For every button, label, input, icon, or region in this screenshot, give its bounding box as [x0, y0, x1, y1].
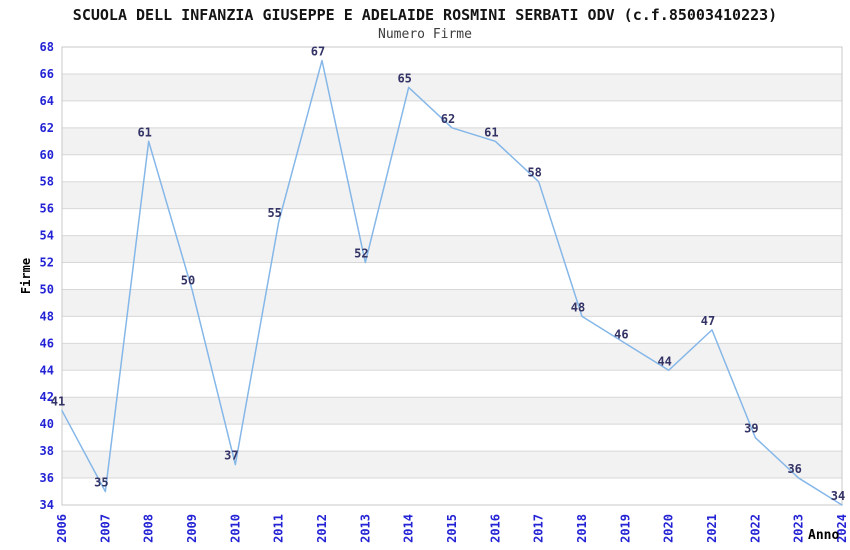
point-label: 46 — [614, 327, 628, 341]
x-tick-label: 2020 — [662, 514, 676, 543]
y-tick-label: 46 — [40, 336, 54, 350]
point-label: 35 — [94, 476, 108, 490]
y-tick-label: 64 — [40, 94, 54, 108]
point-label: 50 — [181, 273, 195, 287]
y-tick-label: 60 — [40, 148, 54, 162]
x-tick-label: 2021 — [705, 514, 719, 543]
y-tick-label: 44 — [40, 363, 54, 377]
y-tick-label: 52 — [40, 256, 54, 270]
x-tick-label: 2015 — [445, 514, 459, 543]
y-axis-title: Firme — [19, 257, 33, 295]
y-tick-label: 36 — [40, 471, 54, 485]
point-label: 61 — [484, 125, 498, 139]
x-tick-label: 2018 — [575, 514, 589, 543]
y-tick-label: 42 — [40, 390, 54, 404]
point-label: 67 — [311, 44, 325, 58]
grid-band — [62, 397, 842, 425]
y-tick-label: 62 — [40, 121, 54, 135]
x-tick-label: 2009 — [185, 514, 199, 543]
grid-band — [62, 451, 842, 479]
grid-band — [62, 127, 842, 155]
plot-border — [61, 46, 843, 506]
x-axis-title: Anno — [808, 528, 840, 543]
x-tick-label: 2022 — [748, 514, 762, 543]
y-tick-label: 38 — [40, 444, 54, 458]
grid-band — [62, 181, 842, 209]
x-tick-label: 2007 — [98, 514, 112, 543]
x-tick-label: 2008 — [142, 514, 156, 543]
y-tick-label: 50 — [40, 282, 54, 296]
y-tick-label: 68 — [40, 40, 54, 54]
point-label: 65 — [397, 71, 411, 85]
grid-band — [62, 343, 842, 371]
point-label: 36 — [787, 462, 801, 476]
x-tick-label: 2014 — [402, 514, 416, 543]
x-tick-label: 2016 — [488, 514, 502, 543]
point-label: 39 — [744, 422, 758, 436]
x-tick-label: 2017 — [532, 514, 546, 543]
point-label: 58 — [527, 166, 541, 180]
point-label: 52 — [354, 247, 368, 261]
point-label: 41 — [51, 395, 65, 409]
point-label: 55 — [267, 206, 281, 220]
point-label: 48 — [571, 300, 585, 314]
grid-band — [62, 235, 842, 263]
y-tick-label: 66 — [40, 67, 54, 81]
point-label: 61 — [137, 125, 151, 139]
x-tick-label: 2024 — [835, 514, 849, 543]
y-tick-label: 58 — [40, 175, 54, 189]
x-tick-label: 2010 — [228, 514, 242, 543]
grid-band — [62, 73, 842, 101]
chart-title: SCUOLA DELL INFANZIA GIUSEPPE E ADELAIDE… — [72, 6, 778, 24]
point-label: 62 — [441, 112, 455, 126]
point-label: 37 — [224, 449, 238, 463]
x-tick-label: 2019 — [618, 514, 632, 543]
x-tick-label: 2012 — [315, 514, 329, 543]
y-tick-label: 48 — [40, 309, 54, 323]
x-tick-label: 2011 — [272, 514, 286, 543]
grid-band — [62, 289, 842, 317]
data-line — [61, 59, 843, 506]
x-tick-label: 2023 — [792, 514, 806, 543]
point-label: 34 — [831, 489, 845, 503]
y-tick-label: 34 — [40, 498, 54, 512]
x-tick-label: 2013 — [358, 514, 372, 543]
y-tick-label: 56 — [40, 202, 54, 216]
y-tick-label: 54 — [40, 229, 54, 243]
point-label: 44 — [657, 354, 671, 368]
y-tick-label: 40 — [40, 417, 54, 431]
chart-subtitle: Numero Firme — [378, 27, 472, 42]
x-tick-label: 2006 — [55, 514, 69, 543]
point-label: 47 — [701, 314, 715, 328]
